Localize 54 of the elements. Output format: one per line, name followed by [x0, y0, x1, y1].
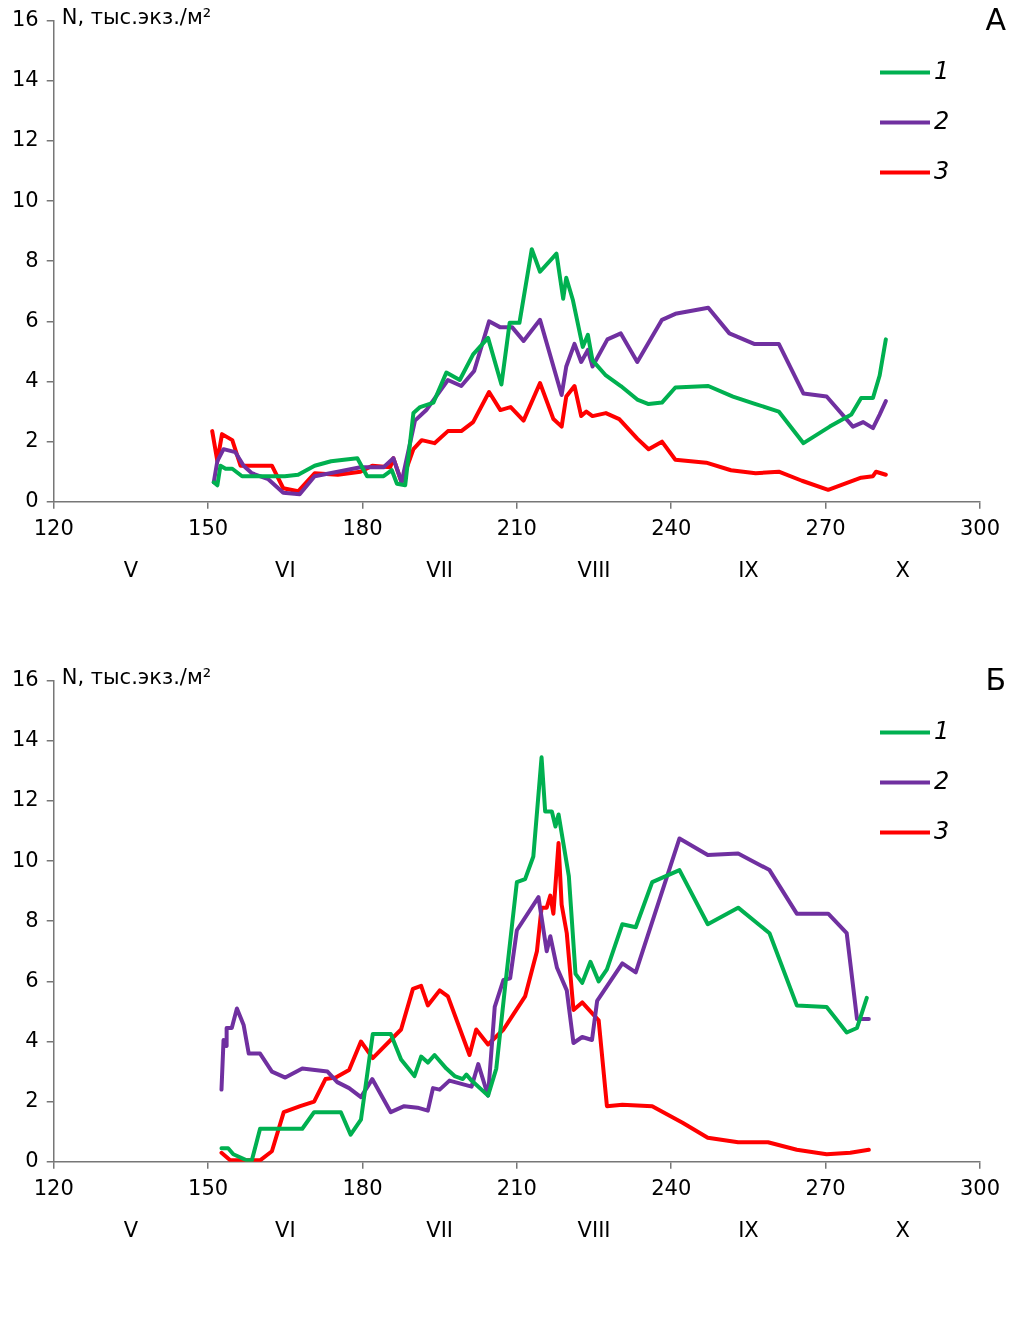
- y-tick-label: 16: [11, 667, 39, 692]
- y-axis-title: N, тыс.экз./м²: [61, 665, 212, 690]
- y-tick-label: 0: [25, 1148, 39, 1173]
- y-tick-label: 10: [11, 187, 39, 212]
- y-axis-title: N, тыс.экз./м²: [61, 5, 212, 30]
- y-tick-label: 16: [11, 7, 39, 32]
- legend-label: 1: [934, 56, 950, 85]
- y-tick-label: 4: [25, 367, 39, 392]
- y-tick-label: 8: [25, 907, 39, 932]
- chart-title: А: [985, 2, 1007, 38]
- x-tick-label: 120: [33, 515, 74, 540]
- x-tick-label: 240: [651, 1175, 692, 1200]
- text: VII: [426, 558, 454, 583]
- y-tick-label: 4: [25, 1027, 39, 1052]
- y-tick-label: 14: [11, 67, 39, 92]
- x-tick-label: 300: [959, 515, 1001, 540]
- x-tick-label: 120: [33, 1175, 74, 1200]
- y-tick-label: 6: [25, 307, 39, 332]
- x-tick-label: 240: [651, 515, 692, 540]
- x-tick-label: 150: [188, 1175, 229, 1200]
- y-tick-label: 10: [11, 847, 39, 872]
- text: IX: [738, 558, 759, 583]
- x-tick-label: 270: [805, 1175, 846, 1200]
- y-tick-label: 2: [25, 428, 39, 453]
- text: VI: [275, 1218, 296, 1243]
- y-tick-label: 0: [25, 488, 39, 513]
- y-tick-label: 14: [11, 727, 39, 752]
- text: IX: [738, 1218, 759, 1243]
- text: VIII: [577, 1218, 611, 1243]
- x-tick-label: 300: [959, 1175, 1001, 1200]
- x-tick-label: 210: [496, 1175, 537, 1200]
- text: VI: [275, 558, 296, 583]
- legend-label: 3: [934, 816, 950, 845]
- chart-title: Б: [985, 662, 1006, 698]
- x-tick-label: 270: [805, 515, 846, 540]
- legend-label: 1: [934, 716, 950, 745]
- x-tick-label: 180: [342, 1175, 383, 1200]
- text: VII: [426, 1218, 454, 1243]
- y-tick-label: 8: [25, 247, 39, 272]
- y-tick-label: 12: [11, 787, 39, 812]
- text: X: [895, 1218, 911, 1243]
- x-tick-label: 210: [496, 515, 537, 540]
- x-tick-label: 180: [342, 515, 383, 540]
- y-tick-label: 2: [25, 1088, 39, 1113]
- y-tick-label: 12: [11, 127, 39, 152]
- text: X: [895, 558, 911, 583]
- legend-label: 2: [934, 106, 950, 135]
- x-tick-label: 150: [188, 515, 229, 540]
- legend-label: 3: [934, 156, 950, 185]
- text: V: [123, 1218, 139, 1243]
- y-tick-label: 6: [25, 967, 39, 992]
- text: V: [123, 558, 139, 583]
- legend-label: 2: [934, 766, 950, 795]
- text: VIII: [577, 558, 611, 583]
